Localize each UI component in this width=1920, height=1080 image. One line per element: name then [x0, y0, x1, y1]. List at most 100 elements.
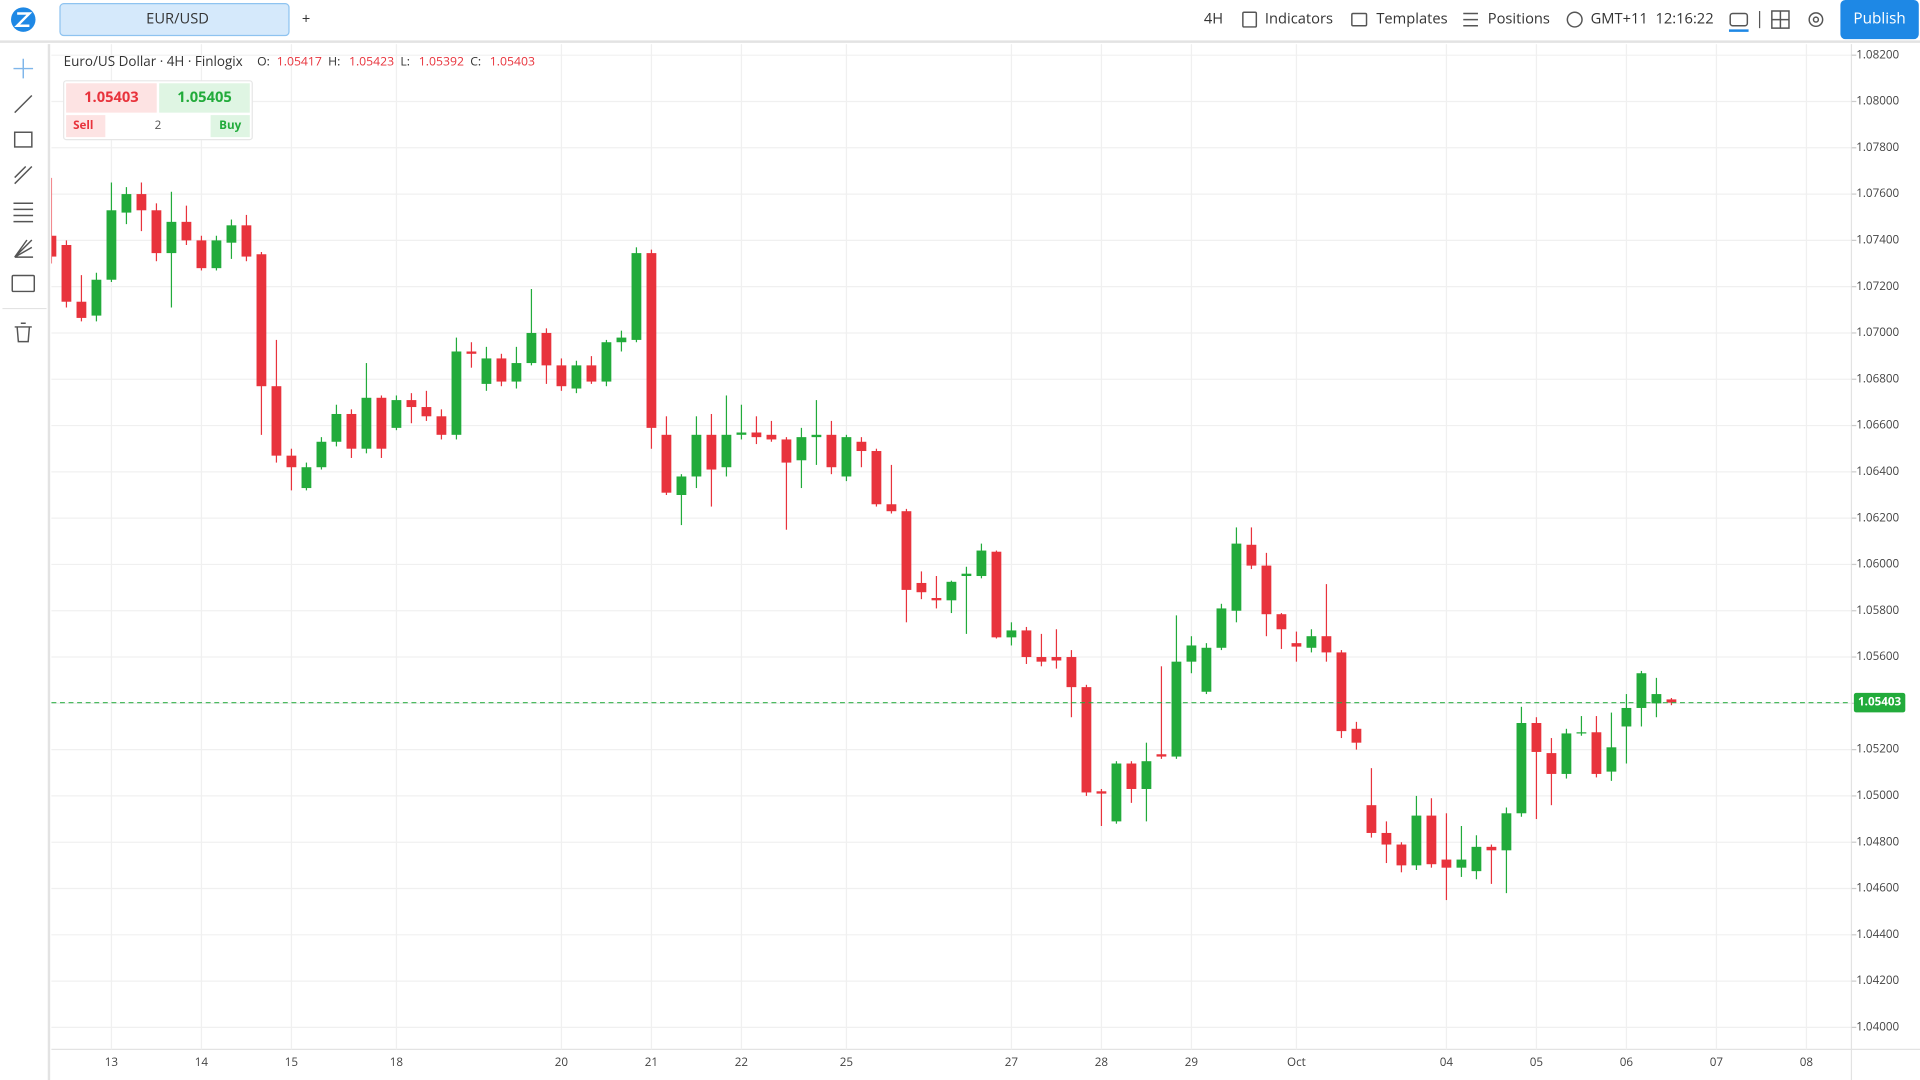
candle-body — [196, 240, 207, 269]
candle-body — [1276, 614, 1287, 630]
candle-body — [1351, 728, 1362, 743]
screenshot-icon[interactable] — [1729, 12, 1749, 27]
globe-icon — [1566, 11, 1583, 28]
candle-body — [1096, 791, 1107, 794]
candle-body — [916, 582, 927, 593]
candle-body — [1606, 747, 1617, 772]
high-value: 1.05423 — [349, 53, 394, 70]
candle-body — [811, 434, 822, 438]
logo-mark — [14, 12, 33, 27]
symbol-tab[interactable] — [59, 3, 290, 37]
candle-body — [211, 240, 222, 269]
positions-button[interactable]: Positions — [1488, 9, 1550, 29]
y-tick-label: 1.06200 — [1856, 510, 1899, 525]
text-tool[interactable] — [11, 274, 36, 293]
indicators-icon — [1242, 11, 1258, 28]
candle-body — [871, 451, 882, 505]
candle-body — [826, 434, 837, 468]
open-label: O: — [257, 53, 270, 70]
templates-button[interactable]: Templates — [1376, 9, 1447, 29]
publish-button[interactable] — [1840, 0, 1919, 40]
positions-icon — [1463, 12, 1478, 27]
candle-body — [661, 434, 672, 493]
buy-label: Buy — [219, 118, 241, 133]
line-tool[interactable] — [14, 94, 33, 114]
candle-body — [571, 365, 582, 389]
y-tick-label: 1.07400 — [1856, 232, 1899, 247]
timezone[interactable]: GMT+11 — [1591, 9, 1648, 29]
x-tick-label: 06 — [1620, 1055, 1634, 1070]
quantity[interactable]: 2 — [155, 118, 162, 133]
candle-body — [796, 437, 807, 461]
candle-body — [1051, 657, 1062, 661]
candle-body — [1306, 636, 1317, 648]
candle-body — [1561, 733, 1572, 774]
indicators-button[interactable]: Indicators — [1265, 9, 1333, 29]
sell-price-cell[interactable] — [66, 83, 157, 113]
candle-body — [466, 351, 477, 354]
candle-body — [886, 504, 897, 512]
candle-body — [1531, 723, 1542, 752]
delete-tool[interactable] — [14, 322, 32, 343]
candle-body — [1171, 661, 1182, 757]
y-tick-label: 1.07200 — [1856, 279, 1899, 294]
y-tick-label: 1.05800 — [1856, 603, 1899, 618]
x-tick-label: 14 — [195, 1055, 209, 1070]
layout-icon[interactable] — [1771, 10, 1790, 29]
symbol-name: Euro/US Dollar · 4H · Finlogix — [64, 52, 243, 70]
candle-body — [691, 434, 702, 477]
candle-body — [841, 437, 852, 477]
buy-price-cell[interactable] — [159, 83, 250, 113]
candle-body — [1021, 630, 1032, 658]
interval[interactable]: 4H — [1204, 9, 1223, 29]
x-tick-label: 07 — [1710, 1055, 1724, 1070]
candle-body — [1471, 846, 1482, 872]
candle-body — [1591, 732, 1602, 774]
settings-icon[interactable] — [1808, 12, 1824, 28]
candle-body — [376, 397, 387, 449]
candle-body — [331, 413, 342, 442]
candle-body — [1126, 763, 1137, 789]
candle-body — [301, 467, 312, 489]
candle-body — [526, 332, 537, 364]
candle-body — [1396, 844, 1407, 866]
candle-body — [1081, 687, 1092, 793]
candle-body — [1036, 657, 1047, 662]
candle-body — [766, 434, 777, 440]
add-tab[interactable]: + — [302, 9, 310, 29]
candle-body — [721, 434, 732, 468]
crosshair-tool[interactable] — [13, 58, 34, 79]
y-tick-label: 1.04600 — [1856, 881, 1899, 896]
candle-body — [646, 253, 657, 428]
candle-body — [541, 332, 552, 366]
y-tick-label: 1.06600 — [1856, 418, 1899, 433]
gann-tool[interactable] — [14, 239, 34, 258]
buy-price: 1.05405 — [177, 87, 232, 107]
x-tick-label: 22 — [735, 1055, 749, 1070]
candles — [51, 177, 1677, 901]
candle-body — [901, 511, 912, 590]
buy-button[interactable] — [210, 115, 250, 138]
candle-body — [1006, 630, 1017, 638]
candle-body — [1381, 832, 1392, 845]
axes: 1.04000 1.04200 1.04400 1.04600 1.04800 1.050… — [51, 47, 1906, 1070]
candle-body — [166, 221, 177, 254]
fib-tool[interactable] — [13, 202, 34, 223]
low-value: 1.05392 — [419, 53, 464, 70]
candle-body — [511, 363, 522, 382]
rect-tool[interactable] — [13, 131, 33, 148]
y-tick-label: 1.07600 — [1856, 186, 1899, 201]
candle-body — [1066, 657, 1077, 688]
y-tick-label: 1.06400 — [1856, 464, 1899, 479]
sell-button[interactable] — [66, 115, 106, 138]
close-value: 1.05403 — [490, 53, 535, 70]
y-tick-label: 1.07800 — [1856, 140, 1899, 155]
candle-body — [496, 358, 507, 382]
candle-body — [1261, 565, 1272, 615]
y-tick-label: 1.06000 — [1856, 557, 1899, 572]
candle-body — [91, 279, 102, 316]
candle-body — [436, 416, 447, 435]
channel-tool[interactable] — [14, 166, 33, 185]
